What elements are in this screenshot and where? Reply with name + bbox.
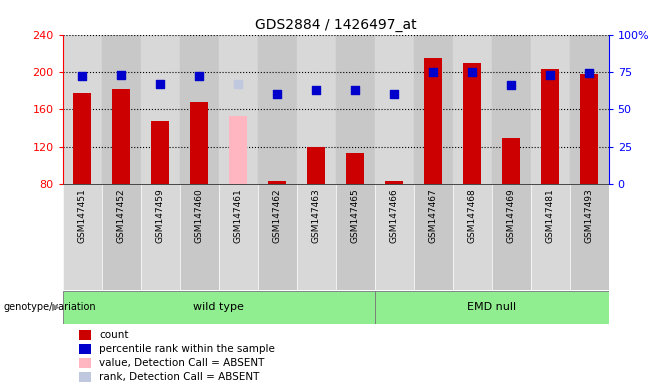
Point — [350, 87, 361, 93]
Bar — [218, 35, 257, 184]
Bar — [79, 344, 91, 354]
Bar — [414, 35, 453, 184]
Bar — [79, 358, 91, 367]
Text: wild type: wild type — [193, 302, 244, 312]
Bar — [190, 102, 208, 184]
Text: GSM147466: GSM147466 — [390, 189, 399, 243]
Bar — [180, 35, 218, 184]
Point — [77, 73, 88, 79]
Text: count: count — [99, 330, 128, 340]
Bar — [580, 74, 598, 184]
Text: GSM147461: GSM147461 — [234, 189, 243, 243]
Bar — [307, 147, 325, 184]
Bar — [374, 184, 414, 290]
Bar — [268, 180, 286, 184]
Bar — [414, 184, 453, 290]
Point — [194, 73, 205, 79]
Text: GSM147451: GSM147451 — [78, 189, 86, 243]
Title: GDS2884 / 1426497_at: GDS2884 / 1426497_at — [255, 18, 417, 32]
Bar — [79, 371, 91, 382]
Point — [428, 69, 438, 75]
Bar — [63, 35, 101, 184]
Point — [311, 87, 321, 93]
Point — [467, 69, 477, 75]
Text: GSM147463: GSM147463 — [312, 189, 320, 243]
Text: GSM147468: GSM147468 — [468, 189, 476, 243]
Text: GSM147462: GSM147462 — [272, 189, 282, 243]
Bar — [346, 154, 364, 184]
Point — [233, 81, 243, 87]
Bar — [297, 184, 336, 290]
Bar — [424, 58, 442, 184]
Bar — [180, 184, 218, 290]
Bar — [453, 184, 492, 290]
Bar — [453, 35, 492, 184]
Bar — [141, 184, 180, 290]
Text: EMD null: EMD null — [467, 302, 516, 312]
Bar — [336, 35, 374, 184]
Bar — [374, 291, 609, 324]
Bar — [570, 35, 609, 184]
Text: GSM147469: GSM147469 — [507, 189, 516, 243]
Bar — [101, 35, 141, 184]
Text: GSM147460: GSM147460 — [195, 189, 203, 243]
Point — [116, 72, 126, 78]
Text: ▶: ▶ — [52, 302, 59, 312]
Text: value, Detection Call = ABSENT: value, Detection Call = ABSENT — [99, 358, 265, 367]
Bar — [530, 184, 570, 290]
Bar — [73, 93, 91, 184]
Bar — [336, 184, 374, 290]
Bar — [79, 330, 91, 340]
Bar — [492, 35, 530, 184]
Bar — [297, 35, 336, 184]
Text: genotype/variation: genotype/variation — [3, 302, 96, 312]
Bar — [542, 69, 559, 184]
Point — [506, 83, 517, 89]
Point — [155, 81, 165, 87]
Text: percentile rank within the sample: percentile rank within the sample — [99, 344, 275, 354]
Bar — [218, 184, 257, 290]
Bar — [229, 116, 247, 184]
Bar — [141, 35, 180, 184]
Point — [389, 91, 399, 98]
Text: GSM147467: GSM147467 — [428, 189, 438, 243]
Text: GSM147459: GSM147459 — [155, 189, 164, 243]
Bar — [570, 184, 609, 290]
Text: GSM147481: GSM147481 — [545, 189, 555, 243]
Bar — [151, 121, 169, 184]
Bar — [492, 184, 530, 290]
Point — [584, 70, 594, 76]
Bar — [386, 180, 403, 184]
Text: GSM147465: GSM147465 — [351, 189, 359, 243]
Bar — [374, 35, 414, 184]
Bar — [530, 35, 570, 184]
Bar — [113, 89, 130, 184]
Text: rank, Detection Call = ABSENT: rank, Detection Call = ABSENT — [99, 371, 259, 382]
Point — [545, 72, 555, 78]
Point — [272, 91, 282, 98]
Bar — [463, 63, 481, 184]
Bar — [63, 291, 374, 324]
Bar — [502, 137, 520, 184]
Text: GSM147493: GSM147493 — [585, 189, 594, 243]
Bar — [63, 184, 101, 290]
Text: GSM147452: GSM147452 — [116, 189, 126, 243]
Bar — [257, 184, 297, 290]
Bar — [101, 184, 141, 290]
Bar — [257, 35, 297, 184]
